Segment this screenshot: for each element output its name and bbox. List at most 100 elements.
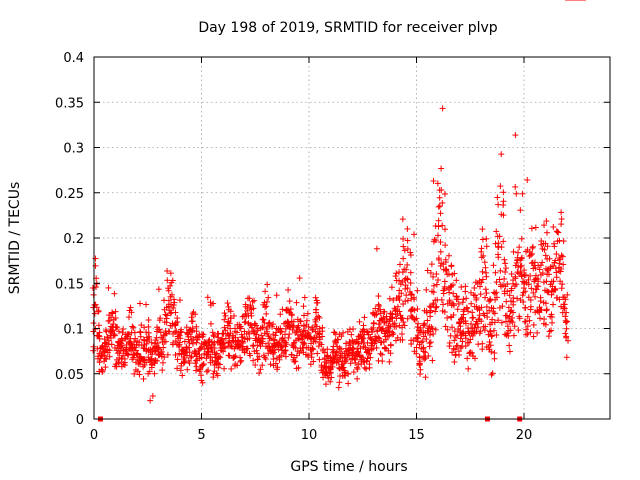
data-point <box>188 353 195 360</box>
data-point <box>511 323 518 330</box>
data-point <box>137 300 144 307</box>
data-point <box>171 299 178 306</box>
data-point <box>254 350 261 357</box>
data-point <box>249 343 256 350</box>
data-point <box>495 251 502 258</box>
data-point <box>164 351 171 358</box>
data-point <box>444 326 451 333</box>
data-point <box>154 345 161 352</box>
data-point <box>524 176 531 183</box>
data-point <box>479 276 486 283</box>
data-point <box>394 303 401 310</box>
data-point <box>487 342 494 349</box>
data-point <box>335 348 342 355</box>
data-point <box>105 284 112 291</box>
data-point <box>369 328 376 335</box>
data-point <box>441 278 448 285</box>
data-point <box>500 212 507 219</box>
data-point <box>555 229 562 236</box>
data-point <box>331 329 338 336</box>
data-point <box>249 298 256 305</box>
data-point <box>205 348 212 355</box>
data-point <box>384 333 391 340</box>
data-point <box>477 291 484 298</box>
data-point <box>131 370 138 377</box>
data-point <box>440 301 447 308</box>
data-point <box>408 341 415 348</box>
data-point <box>197 345 204 352</box>
data-point <box>217 354 224 361</box>
data-point <box>253 347 260 354</box>
data-point <box>516 244 523 251</box>
data-point <box>293 328 300 335</box>
data-point <box>446 343 453 350</box>
data-point <box>247 302 254 309</box>
data-point <box>537 294 544 301</box>
data-point <box>192 357 199 364</box>
data-point <box>286 331 293 338</box>
data-point <box>539 270 546 277</box>
data-point <box>222 327 229 334</box>
data-point <box>501 275 508 282</box>
data-point <box>504 323 511 330</box>
data-point <box>404 315 411 322</box>
data-point <box>455 300 462 307</box>
data-point <box>389 331 396 338</box>
data-point <box>176 339 183 346</box>
data-point <box>437 248 444 255</box>
data-point <box>419 338 426 345</box>
data-point <box>550 223 557 230</box>
data-point <box>506 348 513 355</box>
data-point <box>378 326 385 333</box>
data-point <box>289 326 296 333</box>
data-point <box>267 361 274 368</box>
data-point <box>207 320 214 327</box>
data-point <box>376 302 383 309</box>
data-point <box>350 339 357 346</box>
data-point <box>247 310 254 317</box>
data-point <box>425 352 432 359</box>
data-point <box>404 245 411 252</box>
data-point <box>532 224 539 231</box>
data-point <box>480 252 487 259</box>
data-point <box>522 318 529 325</box>
data-point <box>427 269 434 276</box>
data-point <box>527 272 534 279</box>
data-point <box>546 271 553 278</box>
data-point <box>509 319 516 326</box>
data-point <box>279 334 286 341</box>
data-point <box>265 340 272 347</box>
y-tick-label: 0.2 <box>63 232 84 247</box>
data-point <box>438 165 445 172</box>
data-point <box>108 341 115 348</box>
data-point <box>433 303 440 310</box>
data-point <box>446 289 453 296</box>
data-point <box>475 324 482 331</box>
data-point <box>404 297 411 304</box>
data-point <box>308 350 315 357</box>
data-point <box>324 353 331 360</box>
data-point <box>450 300 457 307</box>
data-point <box>316 314 323 321</box>
data-point <box>207 353 214 360</box>
data-point <box>495 201 502 208</box>
y-tick-label: 0.1 <box>63 323 84 338</box>
data-point <box>410 294 417 301</box>
data-point <box>543 229 550 236</box>
data-point <box>143 329 150 336</box>
data-point <box>238 357 245 364</box>
data-point <box>414 324 421 331</box>
data-point <box>558 285 565 292</box>
data-point <box>475 316 482 323</box>
data-point <box>234 362 241 369</box>
data-point <box>199 331 206 338</box>
data-point <box>539 245 546 252</box>
data-point <box>336 355 343 362</box>
data-point <box>161 354 168 361</box>
data-point <box>354 375 361 382</box>
data-point <box>96 333 103 340</box>
data-point <box>392 273 399 280</box>
data-point <box>530 321 537 328</box>
data-point <box>478 318 485 325</box>
data-point <box>370 324 377 331</box>
